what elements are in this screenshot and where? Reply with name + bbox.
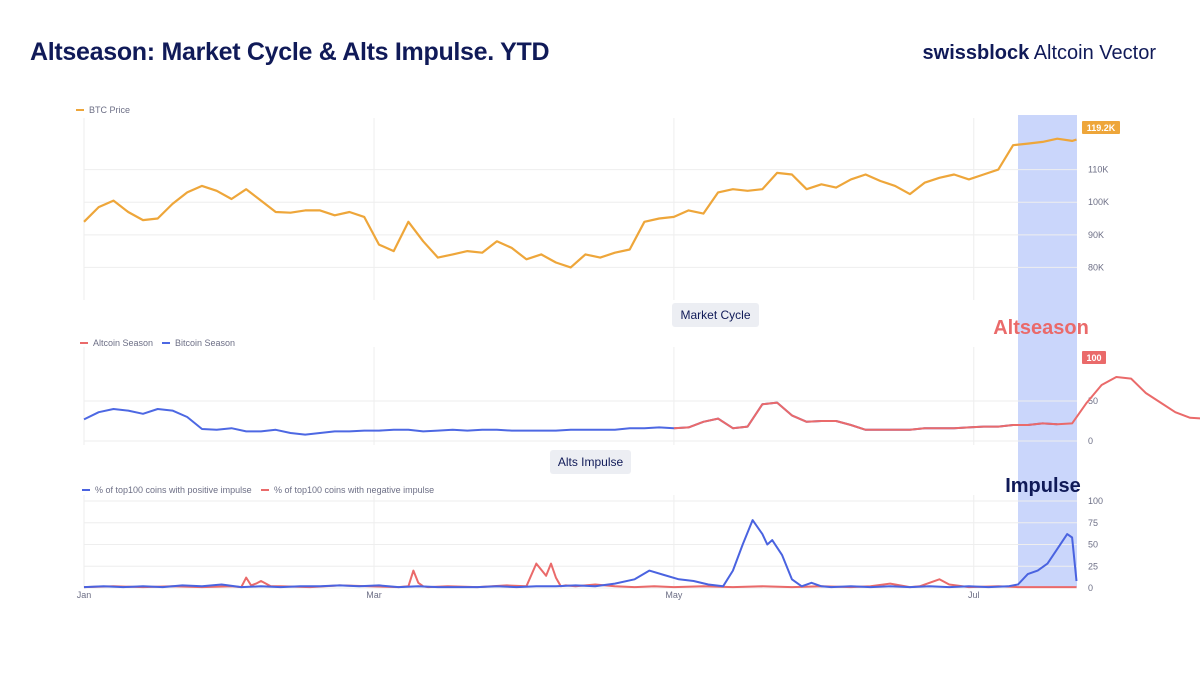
- btc-price-line: [83, 137, 1077, 269]
- legend-bitcoin-season: Bitcoin Season: [175, 338, 235, 348]
- y-tick-label: 50: [1088, 540, 1098, 550]
- btc-price-panel: BTC Price 80K 90K 100K 110K 119.2K: [76, 105, 1120, 300]
- y-tick-label: 25: [1088, 561, 1098, 571]
- brand-logo: swissblock Altcoin Vector: [923, 42, 1156, 65]
- market-cycle-title: Market Cycle: [680, 308, 750, 322]
- y-tick-label: 100: [1088, 496, 1103, 506]
- x-axis-ticks: Jan Mar May Jul: [77, 590, 980, 600]
- y-tick-label: 50: [1088, 396, 1098, 406]
- market-cycle-last-value-label: 100: [1086, 353, 1101, 363]
- x-tick-label: Jan: [77, 590, 92, 600]
- market-cycle-y-ticks: 0 50: [1088, 396, 1098, 446]
- page-title: Altseason: Market Cycle & Alts Impulse. …: [30, 38, 550, 66]
- alts-impulse-grid: [83, 495, 1077, 589]
- alts-impulse-y-ticks: 0 25 50 75 100: [1088, 496, 1103, 593]
- x-tick-label: Mar: [366, 590, 382, 600]
- impulse-annotation: Impulse: [1005, 475, 1081, 497]
- highlight-band: [1018, 115, 1077, 588]
- positive-impulse-line: [83, 519, 1078, 589]
- x-tick-label: Jul: [968, 590, 980, 600]
- market-cycle-last-value-badge: [1082, 351, 1106, 364]
- market-cycle-panel: Market Cycle Altcoin Season Bitcoin Seas…: [80, 303, 1200, 446]
- y-tick-label: 80K: [1088, 262, 1104, 272]
- legend-btc-price: BTC Price: [89, 105, 130, 115]
- brand-product: Altcoin Vector: [1033, 42, 1156, 64]
- alts-impulse-title: Alts Impulse: [558, 455, 624, 469]
- btc-last-value-label: 119.2K: [1087, 123, 1116, 133]
- alts-impulse-panel: Alts Impulse % of top100 coins with posi…: [77, 450, 1103, 600]
- btc-last-value-badge: [1082, 121, 1120, 134]
- y-tick-label: 0: [1088, 436, 1093, 446]
- y-tick-label: 75: [1088, 518, 1098, 528]
- legend-altcoin-season: Altcoin Season: [93, 338, 153, 348]
- y-tick-label: 0: [1088, 583, 1093, 593]
- legend-negative-impulse: % of top100 coins with negative impulse: [274, 485, 434, 495]
- alts-impulse-title-box: [550, 450, 631, 474]
- legend-positive-impulse: % of top100 coins with positive impulse: [95, 485, 252, 495]
- market-cycle-title-box: [672, 303, 759, 327]
- negative-impulse-line: [83, 562, 1077, 589]
- y-tick-label: 110K: [1088, 165, 1108, 175]
- market-cycle-grid: [83, 347, 1077, 445]
- btc-grid: [83, 118, 1077, 300]
- y-tick-label: 100K: [1088, 197, 1109, 207]
- btc-y-ticks: 80K 90K 100K 110K: [1088, 165, 1109, 273]
- x-tick-label: May: [665, 590, 683, 600]
- y-tick-label: 90K: [1088, 230, 1104, 240]
- altcoin-season-line: [673, 376, 1200, 431]
- brand-name: swissblock: [922, 42, 1030, 64]
- altseason-annotation: Altseason: [993, 317, 1089, 339]
